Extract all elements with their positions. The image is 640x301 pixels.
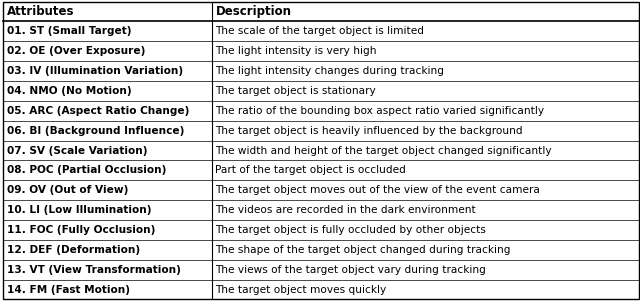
- Text: The target object is fully occluded by other objects: The target object is fully occluded by o…: [216, 225, 486, 235]
- Text: The target object moves quickly: The target object moves quickly: [216, 284, 387, 295]
- Text: 09. OV (Out of View): 09. OV (Out of View): [7, 185, 129, 195]
- Text: 10. LI (Low Illumination): 10. LI (Low Illumination): [7, 205, 152, 215]
- Text: Description: Description: [216, 5, 291, 18]
- Text: 04. NMO (No Motion): 04. NMO (No Motion): [7, 86, 132, 96]
- Text: 06. BI (Background Influence): 06. BI (Background Influence): [7, 126, 184, 136]
- Text: The light intensity is very high: The light intensity is very high: [216, 46, 377, 56]
- Text: 11. FOC (Fully Occlusion): 11. FOC (Fully Occlusion): [7, 225, 156, 235]
- Text: The videos are recorded in the dark environment: The videos are recorded in the dark envi…: [216, 205, 476, 215]
- Text: The width and height of the target object changed significantly: The width and height of the target objec…: [216, 145, 552, 156]
- Text: The scale of the target object is limited: The scale of the target object is limite…: [216, 26, 424, 36]
- Text: The light intensity changes during tracking: The light intensity changes during track…: [216, 66, 445, 76]
- Text: 01. ST (Small Target): 01. ST (Small Target): [7, 26, 132, 36]
- Text: The target object is heavily influenced by the background: The target object is heavily influenced …: [216, 126, 523, 136]
- Text: 08. POC (Partial Occlusion): 08. POC (Partial Occlusion): [7, 165, 166, 175]
- Text: The views of the target object vary during tracking: The views of the target object vary duri…: [216, 265, 486, 275]
- Text: 02. OE (Over Exposure): 02. OE (Over Exposure): [7, 46, 145, 56]
- Text: 07. SV (Scale Variation): 07. SV (Scale Variation): [7, 145, 148, 156]
- Text: 12. DEF (Deformation): 12. DEF (Deformation): [7, 245, 140, 255]
- Text: 14. FM (Fast Motion): 14. FM (Fast Motion): [7, 284, 130, 295]
- Text: The target object is stationary: The target object is stationary: [216, 86, 376, 96]
- Text: The shape of the target object changed during tracking: The shape of the target object changed d…: [216, 245, 511, 255]
- Text: The ratio of the bounding box aspect ratio varied significantly: The ratio of the bounding box aspect rat…: [216, 106, 545, 116]
- Text: Part of the target object is occluded: Part of the target object is occluded: [216, 165, 406, 175]
- Text: The target object moves out of the view of the event camera: The target object moves out of the view …: [216, 185, 540, 195]
- Text: Attributes: Attributes: [7, 5, 74, 18]
- Text: 03. IV (Illumination Variation): 03. IV (Illumination Variation): [7, 66, 183, 76]
- Text: 13. VT (View Transformation): 13. VT (View Transformation): [7, 265, 181, 275]
- Text: 05. ARC (Aspect Ratio Change): 05. ARC (Aspect Ratio Change): [7, 106, 189, 116]
